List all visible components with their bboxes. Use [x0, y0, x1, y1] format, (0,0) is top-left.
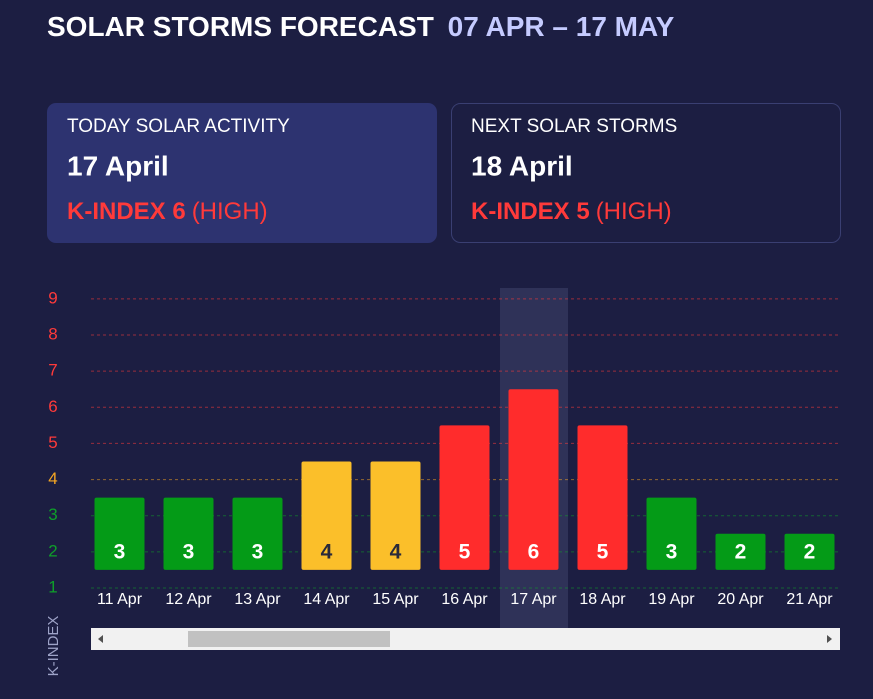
bar: [163, 497, 214, 570]
value-label: 5: [459, 541, 471, 564]
bar: [784, 533, 835, 570]
value-label: 2: [804, 541, 816, 564]
y-tick-label: 1: [48, 577, 57, 596]
y-tick-label: 7: [48, 361, 57, 380]
y-tick-label: 8: [48, 324, 57, 343]
value-label: 5: [597, 541, 609, 564]
title-range: 07 APR – 17 MAY: [448, 11, 675, 42]
bar: [715, 533, 766, 570]
card-next: [451, 103, 841, 243]
value-label: 3: [666, 541, 678, 564]
x-tick-label: 19 Apr: [648, 591, 695, 608]
scroll-left[interactable]: [98, 635, 103, 643]
card-kindex-line: K-INDEX 6 (HIGH): [67, 198, 268, 225]
value-label: 2: [735, 541, 747, 564]
y-tick-label: 9: [48, 288, 57, 307]
card-date: 18 April: [471, 150, 573, 181]
card-kindex: K-INDEX 5: [471, 198, 590, 225]
card-kindex: K-INDEX 6: [67, 198, 186, 225]
x-tick-label: 21 Apr: [786, 591, 833, 608]
x-tick-label: 13 Apr: [234, 591, 281, 608]
card-label: NEXT SOLAR STORMS: [471, 116, 677, 137]
card-date: 17 April: [67, 150, 169, 181]
card-level: (HIGH): [192, 198, 268, 225]
card-today: [47, 103, 437, 243]
card-kindex-line: K-INDEX 5 (HIGH): [471, 198, 672, 225]
bar: [232, 497, 283, 570]
y-tick-label: 4: [48, 469, 57, 488]
page-title: SOLAR STORMS FORECAST 07 APR – 17 MAY: [47, 11, 675, 42]
bar: [646, 497, 697, 570]
x-tick-label: 11 Apr: [97, 591, 143, 608]
x-tick-label: 16 Apr: [441, 591, 488, 608]
x-tick-label: 15 Apr: [372, 591, 419, 608]
bar: [508, 389, 559, 570]
bar: [94, 497, 145, 570]
card-label: TODAY SOLAR ACTIVITY: [67, 116, 290, 137]
x-tick-label: 20 Apr: [717, 591, 764, 608]
value-label: 3: [252, 541, 264, 564]
x-tick-label: 18 Apr: [579, 591, 626, 608]
value-label: 3: [183, 541, 195, 564]
card-level: (HIGH): [596, 198, 672, 225]
y-tick-label: 5: [48, 433, 57, 452]
bar: [439, 425, 490, 570]
bar: [370, 461, 421, 570]
y-tick-label: 2: [48, 541, 57, 560]
bar: [301, 461, 352, 570]
x-tick-label: 17 Apr: [510, 591, 557, 608]
scroll-right[interactable]: [827, 635, 832, 643]
x-tick-label: 14 Apr: [303, 591, 350, 608]
value-label: 3: [114, 541, 126, 564]
value-label: 6: [528, 541, 540, 564]
y-tick-label: 3: [48, 505, 57, 524]
scrollbar-thumb[interactable]: [188, 631, 390, 647]
value-label: 4: [321, 541, 333, 564]
y-tick-label: 6: [48, 397, 57, 416]
y-axis-label: K-INDEX: [45, 616, 62, 677]
bar: [577, 425, 628, 570]
title-main: SOLAR STORMS FORECAST: [47, 11, 434, 42]
x-tick-label: 12 Apr: [165, 591, 212, 608]
value-label: 4: [390, 541, 402, 564]
